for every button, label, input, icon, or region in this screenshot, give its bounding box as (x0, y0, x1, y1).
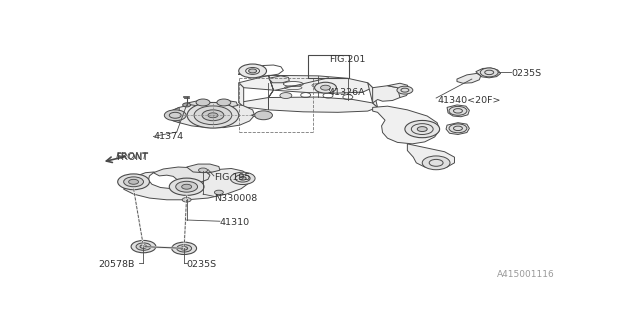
Circle shape (196, 99, 210, 106)
Ellipse shape (284, 82, 303, 86)
Polygon shape (184, 100, 211, 107)
Circle shape (140, 245, 147, 248)
Circle shape (239, 64, 266, 78)
Circle shape (124, 177, 143, 187)
Circle shape (422, 156, 450, 170)
Circle shape (177, 244, 191, 252)
Circle shape (194, 106, 232, 124)
Circle shape (131, 240, 156, 253)
Circle shape (214, 190, 223, 195)
Circle shape (180, 247, 188, 250)
Polygon shape (187, 164, 220, 173)
Circle shape (129, 179, 138, 184)
Polygon shape (269, 76, 289, 83)
Polygon shape (408, 144, 454, 169)
Bar (308, 55, 349, 78)
Polygon shape (251, 113, 271, 118)
Text: 41340<20F>: 41340<20F> (437, 96, 500, 105)
Text: 0235S: 0235S (511, 69, 541, 78)
Circle shape (315, 82, 337, 93)
Circle shape (417, 127, 428, 132)
Circle shape (198, 168, 207, 172)
Circle shape (187, 102, 239, 128)
Circle shape (169, 178, 204, 195)
Text: 41310: 41310 (220, 218, 250, 227)
Polygon shape (372, 106, 440, 144)
Polygon shape (457, 73, 481, 83)
Text: FRONT: FRONT (116, 153, 148, 162)
Polygon shape (214, 100, 237, 108)
Circle shape (405, 120, 440, 138)
Text: FIG.195: FIG.195 (214, 173, 250, 182)
Polygon shape (372, 86, 403, 103)
Text: N330008: N330008 (214, 194, 257, 203)
Circle shape (208, 113, 218, 118)
Circle shape (255, 111, 273, 120)
Circle shape (397, 86, 413, 94)
Circle shape (164, 110, 186, 121)
Circle shape (172, 242, 196, 254)
Text: 0235S: 0235S (187, 260, 217, 269)
Polygon shape (446, 123, 469, 134)
Circle shape (480, 68, 498, 77)
Circle shape (449, 107, 467, 115)
Circle shape (280, 92, 292, 99)
Text: A415001116: A415001116 (497, 270, 554, 279)
Circle shape (217, 99, 231, 106)
Text: 41374: 41374 (154, 132, 184, 141)
Circle shape (182, 184, 191, 189)
Circle shape (230, 172, 255, 185)
Polygon shape (447, 105, 469, 117)
Circle shape (136, 243, 151, 250)
Circle shape (118, 174, 150, 190)
Polygon shape (367, 83, 378, 108)
Text: FRONT: FRONT (116, 152, 148, 161)
Text: FIG.201: FIG.201 (329, 55, 365, 64)
Polygon shape (239, 83, 244, 107)
Circle shape (321, 85, 330, 90)
Circle shape (202, 110, 224, 121)
Circle shape (182, 197, 191, 202)
Polygon shape (388, 83, 410, 98)
Polygon shape (239, 75, 372, 93)
Polygon shape (154, 167, 210, 182)
Circle shape (239, 177, 246, 180)
Polygon shape (269, 75, 273, 110)
Polygon shape (239, 97, 378, 112)
Ellipse shape (312, 84, 324, 88)
Polygon shape (169, 108, 179, 123)
Circle shape (182, 103, 191, 107)
Polygon shape (124, 169, 250, 200)
Circle shape (449, 124, 467, 133)
Text: 20578B: 20578B (98, 260, 134, 269)
Circle shape (176, 181, 198, 192)
Text: 41326A: 41326A (329, 88, 365, 97)
Circle shape (248, 69, 257, 73)
Polygon shape (169, 103, 255, 128)
Polygon shape (476, 68, 500, 78)
